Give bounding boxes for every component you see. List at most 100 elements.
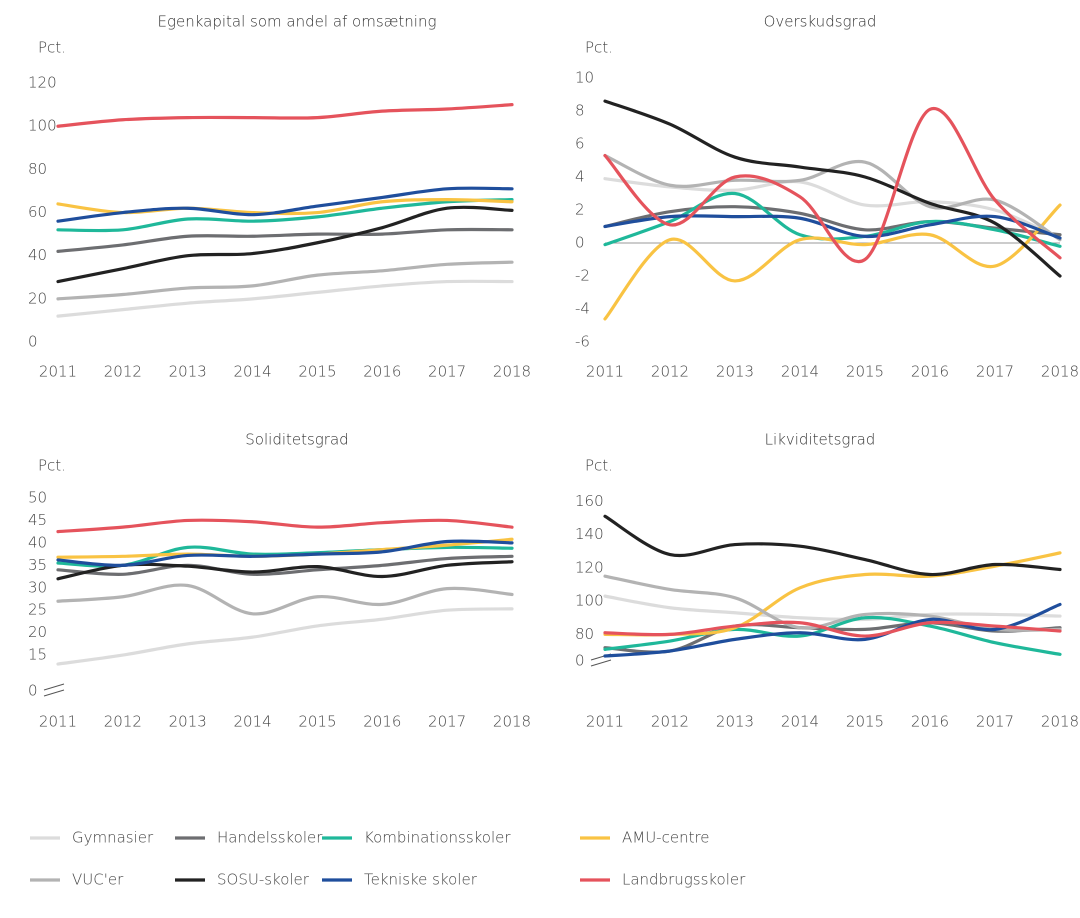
y-tick-label: 6	[575, 135, 585, 153]
x-tick-label: 2018	[1041, 713, 1079, 731]
y-tick-label: 50	[28, 488, 47, 506]
x-tick-label: 2017	[976, 363, 1014, 381]
x-tick-label: 2011	[39, 363, 77, 381]
x-tick-label: 2017	[428, 363, 466, 381]
x-tick-label: 2012	[104, 713, 142, 731]
y-tick-label: 0	[28, 333, 38, 351]
series-line	[603, 602, 1062, 658]
y-tick-label: 15	[28, 646, 47, 664]
y-tick-label: 8	[575, 102, 585, 120]
axis-break	[43, 683, 65, 691]
y-tick-label: 45	[28, 511, 47, 529]
x-tick-label: 2015	[298, 363, 336, 381]
x-tick-label: 2016	[363, 363, 401, 381]
x-tick-label: 2016	[911, 363, 949, 381]
x-tick-label: 2018	[493, 713, 531, 731]
y-tick-label: 120	[28, 74, 57, 92]
axis-break	[590, 659, 612, 667]
x-tick-label: 2011	[586, 713, 624, 731]
series-line	[56, 186, 514, 223]
y-axis-label: Pct.	[585, 39, 613, 57]
chart-title: Likviditetsgrad	[765, 431, 876, 449]
y-tick-label: -6	[575, 333, 590, 351]
series-line	[56, 583, 514, 616]
legend-label: Kombinationsskoler	[364, 829, 511, 847]
y-tick-label: 0	[575, 652, 585, 670]
y-tick-label: 40	[28, 533, 47, 551]
y-tick-label: 30	[28, 578, 47, 596]
series-line	[603, 514, 1062, 577]
series-line	[603, 620, 1062, 638]
y-tick-label: 4	[575, 168, 585, 186]
series-line	[56, 103, 514, 128]
x-tick-label: 2012	[651, 363, 689, 381]
y-tick-label: -4	[575, 300, 590, 318]
x-tick-label: 2018	[493, 363, 531, 381]
series-line	[56, 260, 514, 301]
y-tick-label: 20	[28, 623, 47, 641]
x-tick-label: 2013	[169, 363, 207, 381]
x-tick-label: 2013	[169, 713, 207, 731]
axis-break	[43, 689, 65, 697]
x-tick-label: 2014	[233, 363, 271, 381]
legend-label: Gymnasier	[72, 829, 154, 847]
x-tick-label: 2014	[233, 713, 271, 731]
y-tick-label: -2	[575, 267, 590, 285]
legend-label: VUC'er	[72, 871, 124, 889]
y-tick-label: 20	[28, 289, 47, 307]
legend-label: Handelsskoler	[217, 829, 323, 847]
x-tick-label: 2016	[911, 713, 949, 731]
y-tick-label: 80	[575, 625, 594, 643]
series-line	[603, 106, 1062, 264]
series-line	[56, 197, 514, 233]
x-tick-label: 2013	[716, 713, 754, 731]
y-axis-label: Pct.	[38, 39, 66, 57]
x-tick-label: 2014	[781, 713, 819, 731]
x-tick-label: 2014	[781, 363, 819, 381]
legend-label: SOSU-skoler	[217, 871, 310, 889]
y-tick-label: 140	[575, 525, 604, 543]
series-line	[56, 607, 514, 666]
x-tick-label: 2018	[1041, 363, 1079, 381]
series-line	[56, 554, 514, 576]
x-tick-label: 2017	[976, 713, 1014, 731]
series-line	[56, 205, 514, 284]
legend-label: Tekniske skoler	[364, 871, 478, 889]
series-line	[56, 279, 514, 318]
x-tick-label: 2015	[298, 713, 336, 731]
x-tick-label: 2016	[363, 713, 401, 731]
y-tick-label: 35	[28, 556, 47, 574]
series-line	[603, 203, 1062, 321]
x-tick-label: 2012	[651, 713, 689, 731]
y-tick-label: 2	[575, 201, 585, 219]
legend-label: AMU-centre	[622, 829, 710, 847]
series-line	[603, 214, 1062, 240]
y-tick-label: 100	[575, 592, 604, 610]
series-line	[603, 153, 1062, 242]
series-line	[56, 518, 514, 534]
y-tick-label: 25	[28, 601, 47, 619]
series-line	[603, 99, 1062, 278]
y-tick-label: 40	[28, 246, 47, 264]
y-tick-label: 120	[575, 558, 604, 576]
y-tick-label: 0	[575, 234, 585, 252]
series-line	[56, 539, 514, 567]
series-line	[603, 594, 1062, 622]
x-tick-label: 2011	[586, 363, 624, 381]
chart-title: Overskudsgrad	[764, 13, 877, 31]
series-line	[603, 574, 1062, 632]
y-tick-label: 160	[575, 492, 604, 510]
y-tick-label: 80	[28, 160, 47, 178]
series-line	[56, 227, 514, 253]
x-tick-label: 2015	[846, 363, 884, 381]
chart-title: Soliditetsgrad	[245, 431, 348, 449]
chart-title: Egenkapital som andel af omsætning	[158, 13, 437, 31]
x-tick-label: 2012	[104, 363, 142, 381]
series-line	[603, 615, 1062, 656]
y-axis-label: Pct.	[38, 457, 66, 475]
x-tick-label: 2017	[428, 713, 466, 731]
y-axis-label: Pct.	[585, 457, 613, 475]
x-tick-label: 2015	[846, 713, 884, 731]
